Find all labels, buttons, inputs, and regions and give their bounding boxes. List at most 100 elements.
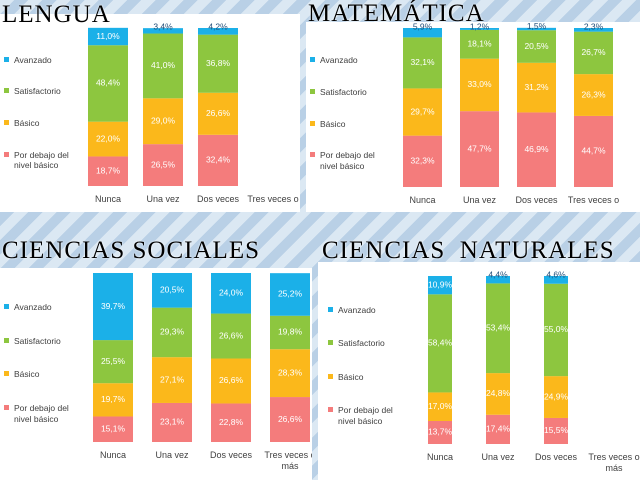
value-label: 26,6%: [206, 108, 231, 118]
bar-segment: [270, 349, 310, 398]
legend-label: Por debajo del nivel básico: [338, 405, 393, 426]
bar-segment: [544, 283, 568, 377]
legend-label: Básico: [14, 118, 40, 129]
bar-segment: [143, 98, 183, 145]
value-label: 26,5%: [151, 159, 176, 169]
value-label: 55,0%: [544, 324, 569, 334]
bar-segment: [517, 27, 556, 31]
legend-label: Avanzado: [14, 301, 52, 312]
bar-segment: [574, 31, 613, 75]
bar-segment: [517, 62, 556, 113]
bar-segment: [428, 294, 452, 393]
bar-segment: [517, 112, 556, 187]
bar-segment: [486, 414, 510, 444]
bar-segment: [460, 111, 499, 187]
value-label: 44,7%: [581, 146, 606, 156]
legend-swatch: [310, 120, 315, 126]
value-label: 36,8%: [206, 58, 231, 68]
bar-segment: [486, 283, 510, 374]
legend-item: Por debajo del nivel básico: [4, 403, 84, 424]
value-label: 25,2%: [278, 289, 303, 299]
value-label: 26,3%: [581, 89, 606, 99]
bar-segment: [403, 135, 442, 187]
value-label: 32,3%: [410, 156, 435, 166]
legend-item: Avanzado: [4, 302, 84, 313]
value-label: 4,2%: [208, 21, 228, 31]
legend-item: Satisfactorio: [4, 336, 84, 347]
value-label: 24,9%: [544, 391, 569, 401]
x-tick-label: Nunca: [426, 452, 453, 462]
bar-segment: [574, 115, 613, 187]
bar-segment: [143, 144, 183, 186]
x-tick-label: Tres veces o más: [588, 452, 640, 473]
bar-segment: [403, 37, 442, 89]
value-label: 28,3%: [278, 367, 303, 377]
bar-segment: [198, 34, 238, 93]
value-label: 1,2%: [470, 22, 490, 31]
bar-segment: [460, 28, 499, 30]
bar-segment: [93, 273, 133, 341]
x-tick-label: Tres veces o: [247, 194, 299, 204]
bar-segment: [517, 30, 556, 63]
legend-label: Avanzado: [14, 54, 52, 65]
bar-segment: [198, 92, 238, 135]
x-tick-label: Una vez: [155, 450, 189, 460]
value-label: 26,7%: [581, 47, 606, 57]
bar-segment: [198, 28, 238, 35]
bar-segment: [428, 420, 452, 444]
legend-swatch: [310, 57, 315, 63]
value-label: 26,6%: [219, 330, 244, 340]
chart: 15,1% 19,7% 25,5% 39,7% 23,1% 27,1% 29,3% 20,5%…: [93, 273, 310, 442]
value-label: 23,1%: [160, 417, 185, 427]
legend-label: Básico: [14, 369, 40, 380]
legend-label: Avanzado: [320, 55, 358, 66]
x-tick-label: Tres veces o más: [264, 450, 312, 471]
bar-segment: [270, 397, 310, 442]
bar-segment: [143, 28, 183, 34]
value-label: 58,4%: [428, 338, 453, 348]
bar-segment: [544, 276, 568, 284]
x-tick-label: Dos veces: [515, 195, 558, 205]
chart: 18,7% 22,0% 48,4% 11,0% 26,5% 29,0% 41,0% 3,4% 3…: [88, 21, 238, 186]
value-label: 29,7%: [410, 106, 435, 116]
legend-item: Satisfactorio: [310, 87, 390, 98]
legend-item: Avanzado: [4, 55, 84, 66]
legend-swatch: [4, 371, 9, 377]
value-label: 33,0%: [467, 79, 492, 89]
value-label: 39,7%: [101, 301, 126, 311]
legend-label: Básico: [338, 371, 364, 382]
legend-swatch: [4, 151, 9, 157]
legend-item: Por debajo del nivel básico: [310, 150, 390, 171]
legend-item: Satisfactorio: [328, 338, 408, 349]
value-label: 5,9%: [413, 22, 433, 31]
value-label: 24,0%: [219, 288, 244, 298]
bar-segment: [143, 33, 183, 99]
x-tick-label: Nunca: [94, 194, 121, 204]
legend-item: Básico: [328, 372, 408, 383]
bar-segment: [152, 273, 192, 308]
bar-segment: [211, 273, 251, 314]
x-tick-label: Dos veces: [209, 450, 253, 460]
chart-panel: 13,7% 17,0% 58,4% 10,9% 17,4% 24,8% 53,4% 4,4% 1…: [318, 262, 640, 480]
value-label: 41,0%: [151, 60, 176, 70]
value-label: 25,5%: [101, 356, 126, 366]
value-label: 18,1%: [467, 39, 492, 49]
bar-segment: [460, 58, 499, 112]
x-tick-label: Una vez: [462, 195, 497, 205]
legend-swatch: [4, 303, 9, 309]
bar-segment: [152, 357, 192, 403]
x-tick-label: Tres veces o: [567, 195, 620, 205]
x-tick-label: Dos veces: [196, 194, 240, 204]
legend-item: Básico: [4, 369, 84, 380]
bar-segment: [403, 28, 442, 38]
value-label: 27,1%: [160, 374, 185, 384]
value-label: 22,0%: [96, 133, 121, 143]
legend-swatch: [328, 407, 333, 413]
legend-label: Por debajo del nivel básico: [320, 150, 375, 172]
bar-segment: [88, 121, 128, 157]
chart-title: MATEMÁTICA: [308, 0, 485, 27]
bar-segment: [198, 134, 238, 186]
legend-item: Avanzado: [310, 55, 390, 66]
legend-swatch: [4, 56, 9, 62]
